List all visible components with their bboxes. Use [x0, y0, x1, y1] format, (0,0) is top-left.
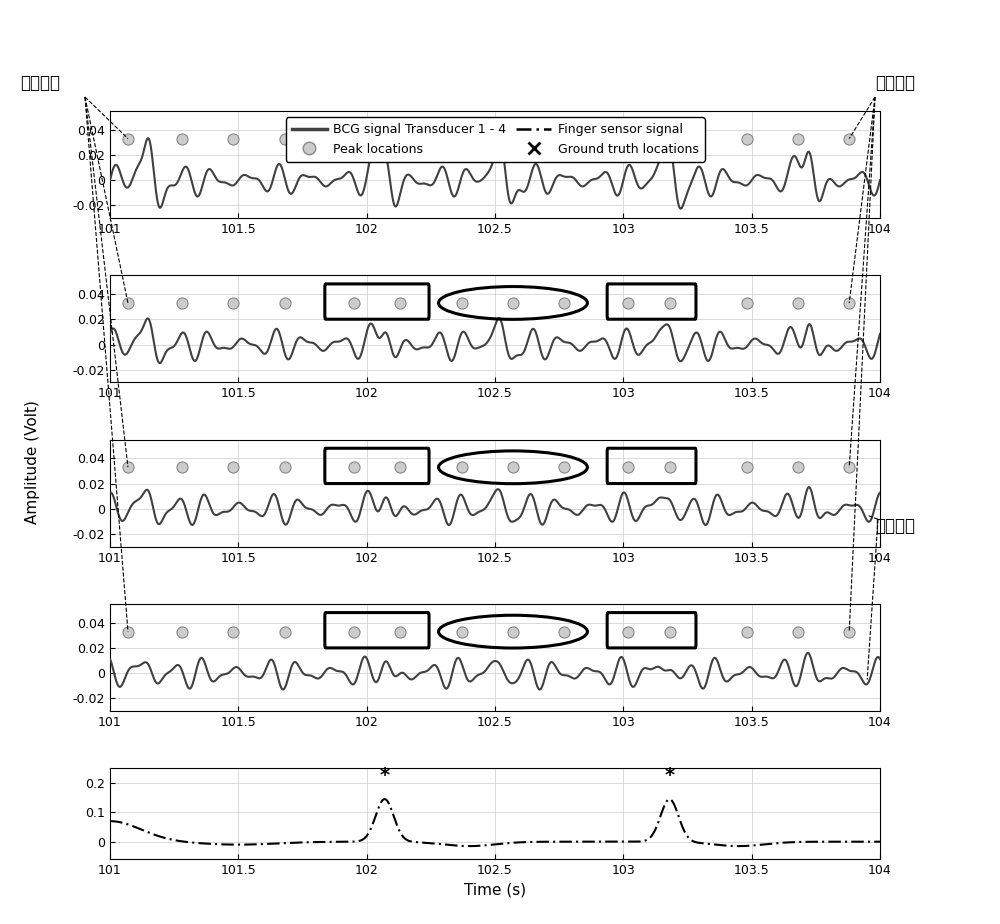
Text: *: *: [664, 766, 675, 785]
X-axis label: Time (s): Time (s): [464, 882, 526, 898]
Text: Amplitude (Volt): Amplitude (Volt): [25, 400, 40, 524]
Legend: BCG signal Transducer 1 - 4, Peak locations, Finger sensor signal, Ground truth : BCG signal Transducer 1 - 4, Peak locati…: [286, 117, 705, 162]
Text: 一个负包: 一个负包: [875, 517, 915, 535]
Text: *: *: [380, 766, 390, 785]
Text: 一个正包: 一个正包: [875, 74, 915, 91]
Text: 一个正包: 一个正包: [20, 74, 60, 91]
